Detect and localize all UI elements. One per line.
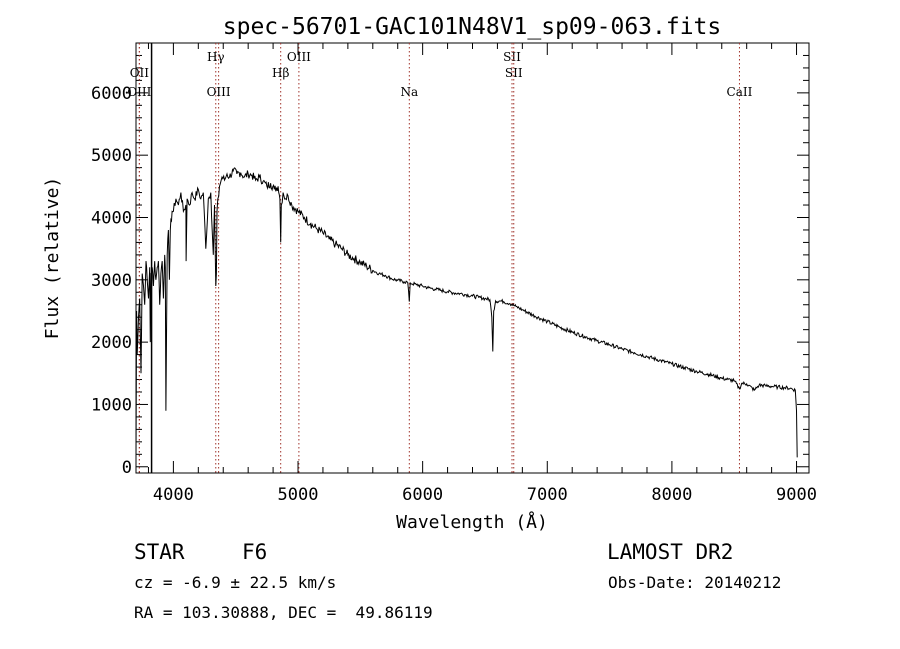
line-marker-label: OIII [287,50,311,64]
chart-title: spec-56701-GAC101N48V1_sp09-063.fits [223,14,722,40]
y-tick-label: 1000 [91,395,132,415]
line-marker-label: OIII [127,85,151,99]
x-tick-label: 9000 [776,485,817,505]
y-tick-label: 0 [122,458,132,478]
coordinates: RA = 103.30888, DEC = 49.86119 [134,603,433,622]
x-tick-label: 6000 [402,485,443,505]
y-tick-label: 6000 [91,84,132,104]
redshift-velocity: cz = -6.9 ± 22.5 km/s [134,573,337,592]
line-marker-label: CaII [727,85,753,99]
line-marker-label: OII [130,66,150,80]
line-marker-label: Na [400,85,418,99]
survey-name: LAMOST DR2 [607,540,734,564]
line-marker-label: SII [503,50,521,64]
y-tick-label: 3000 [91,271,132,291]
y-tick-label: 4000 [91,208,132,228]
x-tick-label: 5000 [278,485,319,505]
x-tick-label: 7000 [527,485,568,505]
object-subclass: F6 [242,540,268,564]
y-axis-label: Flux (relative) [42,177,63,340]
plot-frame [135,42,810,474]
x-axis-label: Wavelength (Å) [396,511,548,533]
x-tick-label: 4000 [153,485,194,505]
axis-ticks: 4000 5000 6000 7000 8000 9000 0 1000 2000 3000 400… [91,43,817,505]
y-tick-label: 2000 [91,333,132,353]
line-marker-label: Hγ [207,50,225,64]
line-marker-label: Hβ [272,66,289,80]
x-tick-label: 8000 [651,485,692,505]
line-marker-label: SII [505,66,523,80]
observation-date: Obs-Date: 20140212 [608,573,782,592]
emission-line-markers: OII OIII Hγ OIII Hβ OIII Na SII SII CaII [127,43,753,473]
y-tick-label: 5000 [91,146,132,166]
line-marker-label: OIII [207,85,231,99]
object-class: STAR [134,540,185,564]
spectrum-series-line [135,167,798,458]
